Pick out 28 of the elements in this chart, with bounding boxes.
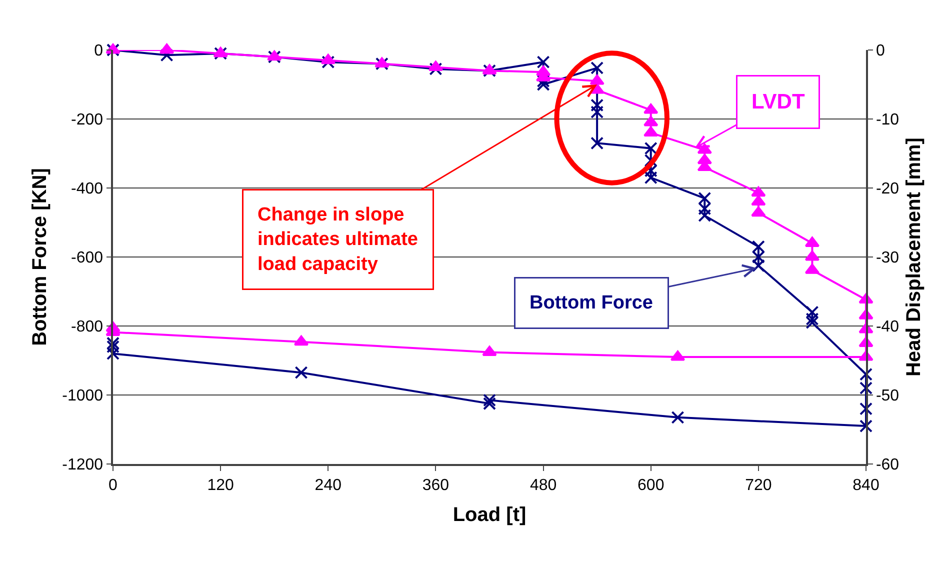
x-axis-title: Load [t]: [452, 504, 526, 526]
y2-tick-label: -60: [876, 456, 900, 474]
x-tick-label: 120: [207, 476, 234, 494]
x-tick-label: 240: [314, 476, 342, 494]
y2-tick-label: -10: [876, 112, 900, 129]
y-tick-label: -200: [71, 112, 104, 129]
annotation: Bottom Force: [530, 292, 653, 314]
x-tick-label: 600: [638, 476, 664, 494]
x-tick-label: 0: [108, 476, 118, 494]
y-tick-label: -800: [71, 318, 104, 336]
annotation: LVDT: [752, 90, 805, 114]
y-tick-label: -400: [71, 180, 104, 198]
x-tick-label: 720: [745, 476, 772, 494]
x-tick-label: 840: [852, 476, 880, 494]
x-tick-label: 360: [422, 476, 450, 494]
y2-tick-label: 0: [876, 42, 885, 60]
y2-tick-label: -40: [876, 318, 900, 336]
y-tick-label: -1000: [62, 388, 104, 405]
y-tick-label: -600: [71, 250, 104, 267]
y-tick-label: 0: [94, 42, 104, 60]
x-tick-label: 480: [530, 476, 557, 494]
y2-tick-label: -20: [876, 180, 900, 198]
y2-tick-label: -30: [876, 250, 900, 267]
y2-tick-label: -50: [876, 388, 900, 405]
y-axis-title: Bottom Force [KN]: [29, 168, 52, 346]
y-tick-label: -1200: [62, 456, 104, 474]
annotation: Change in slope indicates ultimate load capacity: [258, 204, 418, 275]
y2-axis-title: Head Displacement [mm]: [903, 138, 926, 376]
